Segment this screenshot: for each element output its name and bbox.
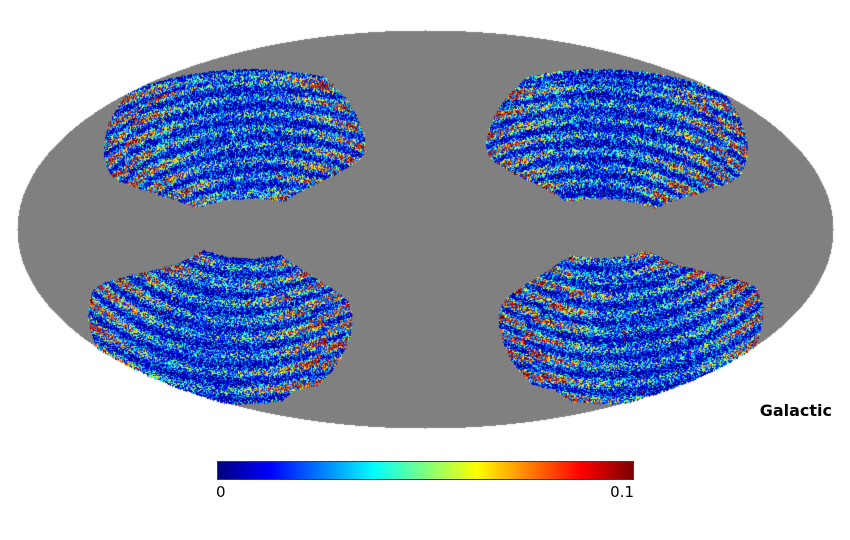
colorbar-min-tick-label: 0 [216, 483, 226, 501]
mollweide-sky-map [0, 0, 850, 440]
coordinate-system-label: Galactic [759, 401, 832, 420]
colorbar-gradient [218, 462, 633, 479]
colorbar[interactable] [217, 461, 634, 480]
colorbar-track [217, 461, 634, 480]
sky-map-projection [0, 0, 850, 440]
colorbar-max-tick-label: 0.1 [610, 483, 634, 501]
